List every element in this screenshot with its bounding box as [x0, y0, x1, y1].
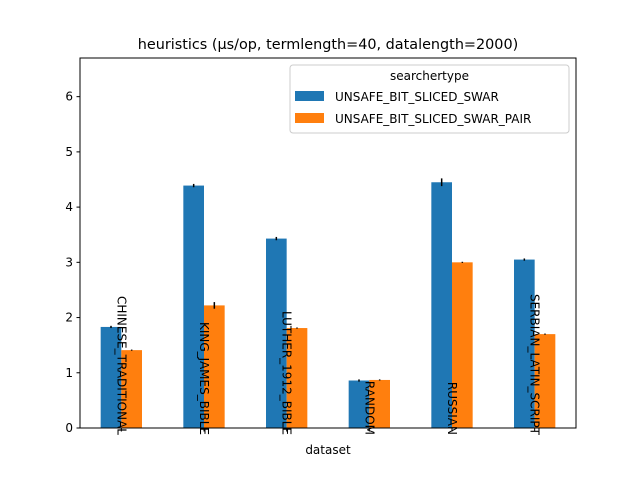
x-tick-label-random: RANDOM — [362, 381, 376, 435]
legend-frame — [289, 64, 570, 134]
x-tick-label-luther_1912_bible: LUTHER_1912_BIBLE — [280, 311, 294, 435]
bar-russian-series-1 — [431, 182, 452, 428]
y-tick-label-4: 4 — [65, 200, 73, 214]
bar-luther_1912_bible-series-2 — [286, 328, 308, 428]
plot-frame — [79, 57, 577, 429]
legend-entry-series-1: UNSAFE_BIT_SLICED_SWAR — [335, 90, 499, 104]
legend-entry-series-2: UNSAFE_BIT_SLICED_SWAR_PAIR — [335, 112, 531, 126]
y-tick-label-3: 3 — [65, 255, 73, 269]
y-axis: 0 1 2 3 4 5 6 — [65, 90, 80, 435]
bar-random-series-1 — [348, 380, 370, 428]
bar-king_james_bible-series-1 — [183, 185, 204, 428]
bar-serbian_latin_script-series-2 — [534, 334, 556, 428]
bar-luther_1912_bible-series-1 — [266, 238, 287, 428]
x-tick-label-russian: RUSSIAN — [445, 382, 459, 435]
legend[interactable]: searchertype UNSAFE_BIT_SLICED_SWAR UNSA… — [289, 64, 570, 134]
y-tick-label-5: 5 — [65, 145, 73, 159]
legend-swatch-series-2 — [295, 113, 324, 123]
error-bars-layer — [110, 178, 546, 382]
bar-chinese_traditional-series-2 — [121, 350, 142, 428]
x-axis-label: dataset — [305, 443, 351, 457]
x-tick-label-king_james_bible: KING_JAMES_BIBLE — [197, 322, 211, 435]
y-tick-label-2: 2 — [65, 311, 73, 325]
chart-title: heuristics (µs/op, termlength=40, datale… — [138, 37, 518, 53]
bar-king_james_bible-series-2 — [204, 305, 225, 428]
bar-serbian_latin_script-series-1 — [514, 259, 535, 428]
bar-random-series-2 — [369, 379, 390, 428]
x-tick-label-serbian_latin_script: SERBIAN_LATIN_SCRIPT — [528, 294, 542, 436]
legend-swatch-series-1 — [295, 91, 324, 101]
category-labels-layer: CHINESE_TRADITIONAL KING_JAMES_BIBLE LUTHE… — [114, 294, 541, 436]
y-tick-label-0: 0 — [65, 421, 73, 435]
bar-chinese_traditional-series-1 — [100, 326, 122, 428]
legend-title: searchertype — [390, 69, 469, 83]
bar-russian-series-2 — [452, 262, 473, 428]
y-tick-label-1: 1 — [65, 366, 73, 380]
bars-layer — [100, 182, 556, 428]
y-tick-label-6: 6 — [65, 90, 73, 104]
x-tick-label-chinese_traditional: CHINESE_TRADITIONAL — [114, 296, 128, 435]
